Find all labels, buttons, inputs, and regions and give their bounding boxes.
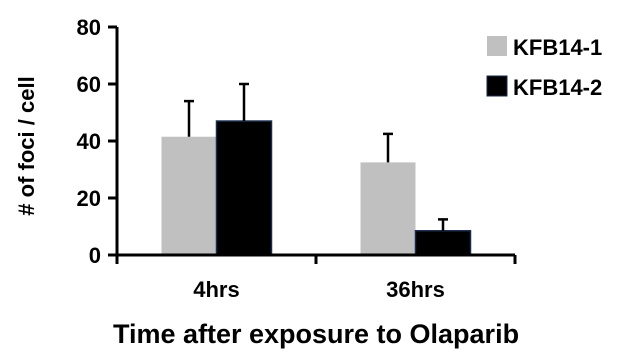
legend-label: KFB14-1 [513, 35, 602, 60]
legend-label: KFB14-2 [513, 75, 602, 100]
legend: KFB14-1 KFB14-2 [486, 35, 602, 100]
error-bars [184, 82, 448, 231]
bar [414, 230, 472, 256]
y-axis-label-group: # of foci / cell [14, 76, 39, 215]
x-axis-label: Time after exposure to Olaparib [113, 319, 519, 349]
y-tick-label: 40 [77, 129, 101, 154]
bar [360, 162, 416, 255]
bars [161, 120, 472, 256]
y-tick-label: 80 [77, 15, 101, 40]
y-tick-label: 20 [77, 186, 101, 211]
legend-swatch [486, 75, 508, 97]
x-tick-labels: 4hrs 36hrs [193, 277, 445, 302]
bar [161, 136, 217, 255]
y-axis-label: # of foci / cell [14, 76, 39, 215]
bar [215, 120, 273, 256]
axes [108, 25, 517, 264]
y-tick-label: 0 [89, 243, 101, 268]
legend-swatch [487, 36, 507, 56]
x-tick-label: 4hrs [193, 277, 239, 302]
y-tick-labels: 0 20 40 60 80 [77, 15, 101, 268]
x-tick-label: 36hrs [386, 277, 445, 302]
y-tick-label: 60 [77, 72, 101, 97]
